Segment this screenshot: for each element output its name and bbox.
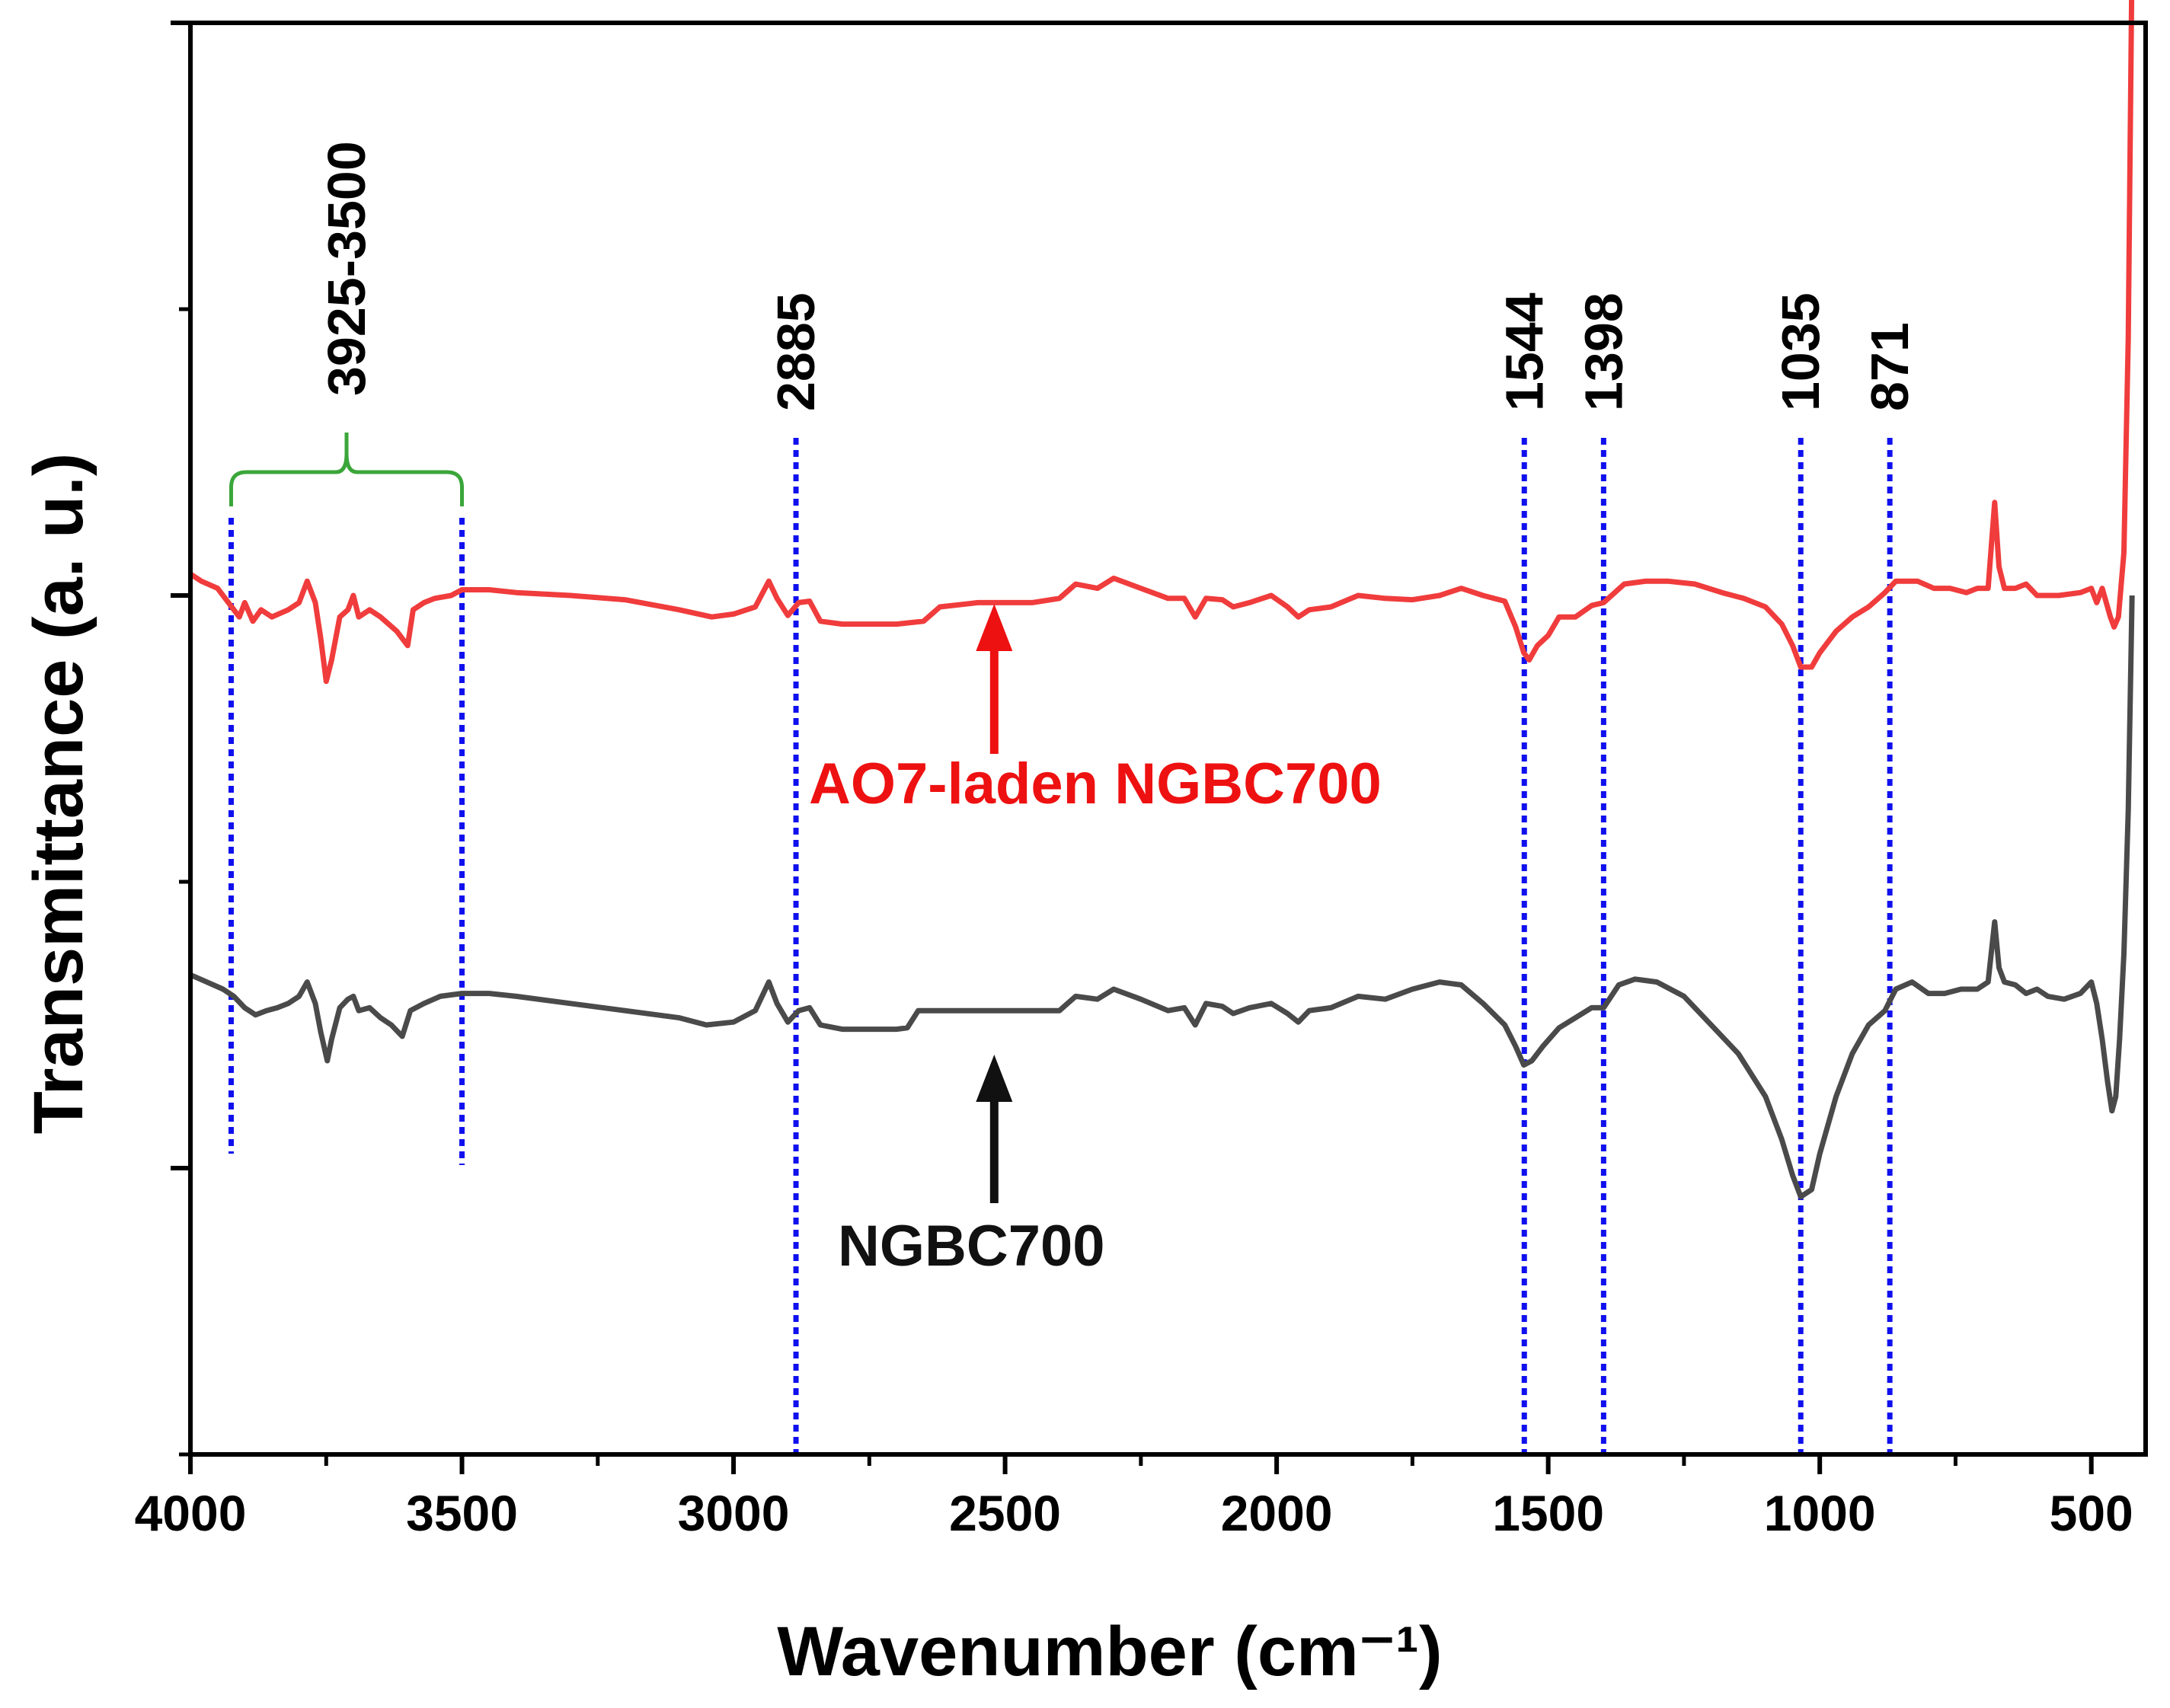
annotation-layer: AO7-laden NGBC700 NGBC700 <box>809 604 1382 1279</box>
annotation-arrow-head <box>976 604 1013 651</box>
x-axis-title: Wavenumber (cm⁻¹) <box>777 1613 1442 1690</box>
x-tick-label: 2000 <box>1221 1485 1333 1541</box>
x-tick-label: 500 <box>2050 1485 2133 1541</box>
x-tick-label: 1000 <box>1764 1485 1876 1541</box>
series-annotation-label: NGBC700 <box>838 1214 1105 1279</box>
peak-label: 3925-3500 <box>317 141 376 396</box>
peak-label: 871 <box>1860 322 1919 411</box>
plot-frame <box>188 21 2148 1457</box>
axes-layer: 4000 3500 3000 2500 2000 1500 1000 500 <box>135 21 2148 1541</box>
range-bracket <box>229 433 465 506</box>
series-line <box>189 595 2135 1200</box>
peak-label: 1544 <box>1494 292 1554 411</box>
peak-label: 2885 <box>766 292 826 411</box>
y-axis-title: Transmittance (a. u.) <box>20 453 97 1135</box>
series-layer <box>189 0 2135 1200</box>
peak-label: 1035 <box>1771 292 1830 411</box>
peak-line-layer: 3925-3500 2885 1544 1398 1035 871 <box>228 141 1919 1454</box>
x-tick-label: 3500 <box>406 1485 518 1541</box>
x-tick-label: 4000 <box>135 1485 247 1541</box>
x-tick-label: 3000 <box>678 1485 790 1541</box>
x-tick-label: 2500 <box>949 1485 1061 1541</box>
series-line <box>189 0 2135 685</box>
peak-label: 1398 <box>1574 292 1633 411</box>
series-annotation-label: AO7-laden NGBC700 <box>809 752 1382 816</box>
x-tick-label: 1500 <box>1492 1485 1604 1541</box>
annotation-arrow-head <box>976 1055 1013 1102</box>
